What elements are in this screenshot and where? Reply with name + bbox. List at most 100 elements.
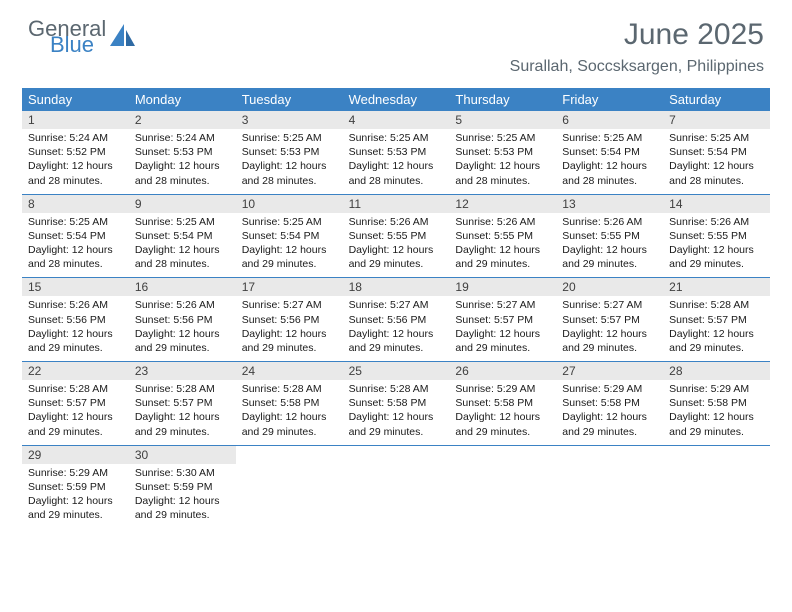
- day-info: Sunrise: 5:25 AMSunset: 5:54 PMDaylight:…: [236, 215, 343, 272]
- day-info: Sunrise: 5:26 AMSunset: 5:56 PMDaylight:…: [129, 298, 236, 355]
- day-info: Sunrise: 5:26 AMSunset: 5:55 PMDaylight:…: [449, 215, 556, 272]
- day-info: Sunrise: 5:25 AMSunset: 5:54 PMDaylight:…: [663, 131, 770, 188]
- day-info: Sunrise: 5:26 AMSunset: 5:55 PMDaylight:…: [556, 215, 663, 272]
- day-info: Sunrise: 5:28 AMSunset: 5:57 PMDaylight:…: [129, 382, 236, 439]
- day-info: Sunrise: 5:25 AMSunset: 5:54 PMDaylight:…: [556, 131, 663, 188]
- day-cell: 20 Sunrise: 5:27 AMSunset: 5:57 PMDayligh…: [556, 278, 663, 361]
- day-number: 24: [236, 362, 343, 380]
- day-cell: 5Sunrise: 5:25 AMSunset: 5:53 PMDaylight…: [449, 111, 556, 194]
- day-cell: 24Sunrise: 5:28 AMSunset: 5:58 PMDayligh…: [236, 362, 343, 445]
- day-info: Sunrise: 5:25 AMSunset: 5:53 PMDaylight:…: [449, 131, 556, 188]
- week-row: 29Sunrise: 5:29 AMSunset: 5:59 PMDayligh…: [22, 446, 770, 529]
- day-cell: 15 Sunrise: 5:26 AMSunset: 5:56 PMDayligh…: [22, 278, 129, 361]
- empty-cell: [556, 446, 663, 529]
- weekday-header: Monday: [129, 88, 236, 111]
- day-cell: 10 Sunrise: 5:25 AMSunset: 5:54 PMDayligh…: [236, 195, 343, 278]
- day-cell: 19 Sunrise: 5:27 AMSunset: 5:57 PMDayligh…: [449, 278, 556, 361]
- day-number: 21: [663, 278, 770, 296]
- day-number: 22: [22, 362, 129, 380]
- day-info: Sunrise: 5:25 AMSunset: 5:53 PMDaylight:…: [343, 131, 450, 188]
- weekday-header-row: SundayMondayTuesdayWednesdayThursdayFrid…: [22, 88, 770, 111]
- day-cell: 18 Sunrise: 5:27 AMSunset: 5:56 PMDayligh…: [343, 278, 450, 361]
- day-info: Sunrise: 5:24 AMSunset: 5:53 PMDaylight:…: [129, 131, 236, 188]
- header: General Blue June 2025 Surallah, Soccsks…: [0, 0, 792, 80]
- day-info: Sunrise: 5:26 AMSunset: 5:55 PMDaylight:…: [663, 215, 770, 272]
- day-number: 27: [556, 362, 663, 380]
- title-block: June 2025 Surallah, Soccsksargen, Philip…: [510, 18, 764, 76]
- day-cell: 22 Sunrise: 5:28 AMSunset: 5:57 PMDayligh…: [22, 362, 129, 445]
- day-number: 4: [343, 111, 450, 129]
- weekday-header: Thursday: [449, 88, 556, 111]
- day-number: 2: [129, 111, 236, 129]
- day-cell: 30Sunrise: 5:30 AMSunset: 5:59 PMDayligh…: [129, 446, 236, 529]
- day-info: Sunrise: 5:25 AMSunset: 5:53 PMDaylight:…: [236, 131, 343, 188]
- day-cell: 2 Sunrise: 5:24 AMSunset: 5:53 PMDaylight…: [129, 111, 236, 194]
- day-cell: 21Sunrise: 5:28 AMSunset: 5:57 PMDayligh…: [663, 278, 770, 361]
- day-info: Sunrise: 5:24 AMSunset: 5:52 PMDaylight:…: [22, 131, 129, 188]
- day-cell: 17 Sunrise: 5:27 AMSunset: 5:56 PMDayligh…: [236, 278, 343, 361]
- day-cell: 6 Sunrise: 5:25 AMSunset: 5:54 PMDaylight…: [556, 111, 663, 194]
- day-number: 16: [129, 278, 236, 296]
- week-row: 1 Sunrise: 5:24 AMSunset: 5:52 PMDaylight…: [22, 111, 770, 195]
- day-info: Sunrise: 5:26 AMSunset: 5:55 PMDaylight:…: [343, 215, 450, 272]
- day-number: 6: [556, 111, 663, 129]
- day-number: 15: [22, 278, 129, 296]
- weekday-header: Tuesday: [236, 88, 343, 111]
- day-number: 12: [449, 195, 556, 213]
- day-info: Sunrise: 5:29 AMSunset: 5:58 PMDaylight:…: [449, 382, 556, 439]
- weekday-header: Wednesday: [343, 88, 450, 111]
- day-cell: 27 Sunrise: 5:29 AMSunset: 5:58 PMDayligh…: [556, 362, 663, 445]
- day-number: 10: [236, 195, 343, 213]
- week-row: 15Sunrise: 5:26 AMSunset: 5:56 PMDayligh…: [22, 278, 770, 362]
- day-cell: 29Sunrise: 5:29 AMSunset: 5:59 PMDayligh…: [22, 446, 129, 529]
- day-cell: 8Sunrise: 5:25 AMSunset: 5:54 PMDaylight…: [22, 195, 129, 278]
- day-number: 20: [556, 278, 663, 296]
- day-info: Sunrise: 5:26 AMSunset: 5:56 PMDaylight:…: [22, 298, 129, 355]
- day-number: 18: [343, 278, 450, 296]
- day-cell: 11Sunrise: 5:26 AMSunset: 5:55 PMDayligh…: [343, 195, 450, 278]
- week-row: 22Sunrise: 5:28 AMSunset: 5:57 PMDayligh…: [22, 362, 770, 446]
- logo: General Blue: [28, 18, 136, 56]
- day-cell: 14Sunrise: 5:26 AMSunset: 5:55 PMDayligh…: [663, 195, 770, 278]
- day-cell: 13 Sunrise: 5:26 AMSunset: 5:55 PMDayligh…: [556, 195, 663, 278]
- logo-word2: Blue: [50, 34, 106, 56]
- day-info: Sunrise: 5:27 AMSunset: 5:57 PMDaylight:…: [556, 298, 663, 355]
- location-text: Surallah, Soccsksargen, Philippines: [510, 58, 764, 76]
- empty-cell: [343, 446, 450, 529]
- day-cell: 26 Sunrise: 5:29 AMSunset: 5:58 PMDayligh…: [449, 362, 556, 445]
- logo-sail-icon: [110, 24, 136, 51]
- day-cell: 3 Sunrise: 5:25 AMSunset: 5:53 PMDaylight…: [236, 111, 343, 194]
- day-cell: 28Sunrise: 5:29 AMSunset: 5:58 PMDayligh…: [663, 362, 770, 445]
- calendar-body: 1 Sunrise: 5:24 AMSunset: 5:52 PMDaylight…: [22, 111, 770, 528]
- day-number: 17: [236, 278, 343, 296]
- day-number: 3: [236, 111, 343, 129]
- day-cell: 7 Sunrise: 5:25 AMSunset: 5:54 PMDaylight…: [663, 111, 770, 194]
- day-info: Sunrise: 5:27 AMSunset: 5:56 PMDaylight:…: [236, 298, 343, 355]
- day-number: 19: [449, 278, 556, 296]
- day-number: 7: [663, 111, 770, 129]
- day-number: 28: [663, 362, 770, 380]
- weekday-header: Friday: [556, 88, 663, 111]
- empty-cell: [236, 446, 343, 529]
- day-info: Sunrise: 5:28 AMSunset: 5:57 PMDaylight:…: [22, 382, 129, 439]
- day-info: Sunrise: 5:29 AMSunset: 5:59 PMDaylight:…: [22, 466, 129, 523]
- day-info: Sunrise: 5:28 AMSunset: 5:58 PMDaylight:…: [343, 382, 450, 439]
- day-number: 1: [22, 111, 129, 129]
- day-cell: 4 Sunrise: 5:25 AMSunset: 5:53 PMDaylight…: [343, 111, 450, 194]
- day-number: 26: [449, 362, 556, 380]
- calendar: SundayMondayTuesdayWednesdayThursdayFrid…: [22, 88, 770, 528]
- weekday-header: Saturday: [663, 88, 770, 111]
- day-info: Sunrise: 5:25 AMSunset: 5:54 PMDaylight:…: [129, 215, 236, 272]
- day-cell: 23 Sunrise: 5:28 AMSunset: 5:57 PMDayligh…: [129, 362, 236, 445]
- day-cell: 9 Sunrise: 5:25 AMSunset: 5:54 PMDaylight…: [129, 195, 236, 278]
- weekday-header: Sunday: [22, 88, 129, 111]
- month-title: June 2025: [510, 18, 764, 52]
- day-number: 25: [343, 362, 450, 380]
- day-info: Sunrise: 5:27 AMSunset: 5:57 PMDaylight:…: [449, 298, 556, 355]
- day-number: 13: [556, 195, 663, 213]
- day-number: 9: [129, 195, 236, 213]
- day-number: 23: [129, 362, 236, 380]
- day-info: Sunrise: 5:27 AMSunset: 5:56 PMDaylight:…: [343, 298, 450, 355]
- day-info: Sunrise: 5:29 AMSunset: 5:58 PMDaylight:…: [556, 382, 663, 439]
- day-info: Sunrise: 5:30 AMSunset: 5:59 PMDaylight:…: [129, 466, 236, 523]
